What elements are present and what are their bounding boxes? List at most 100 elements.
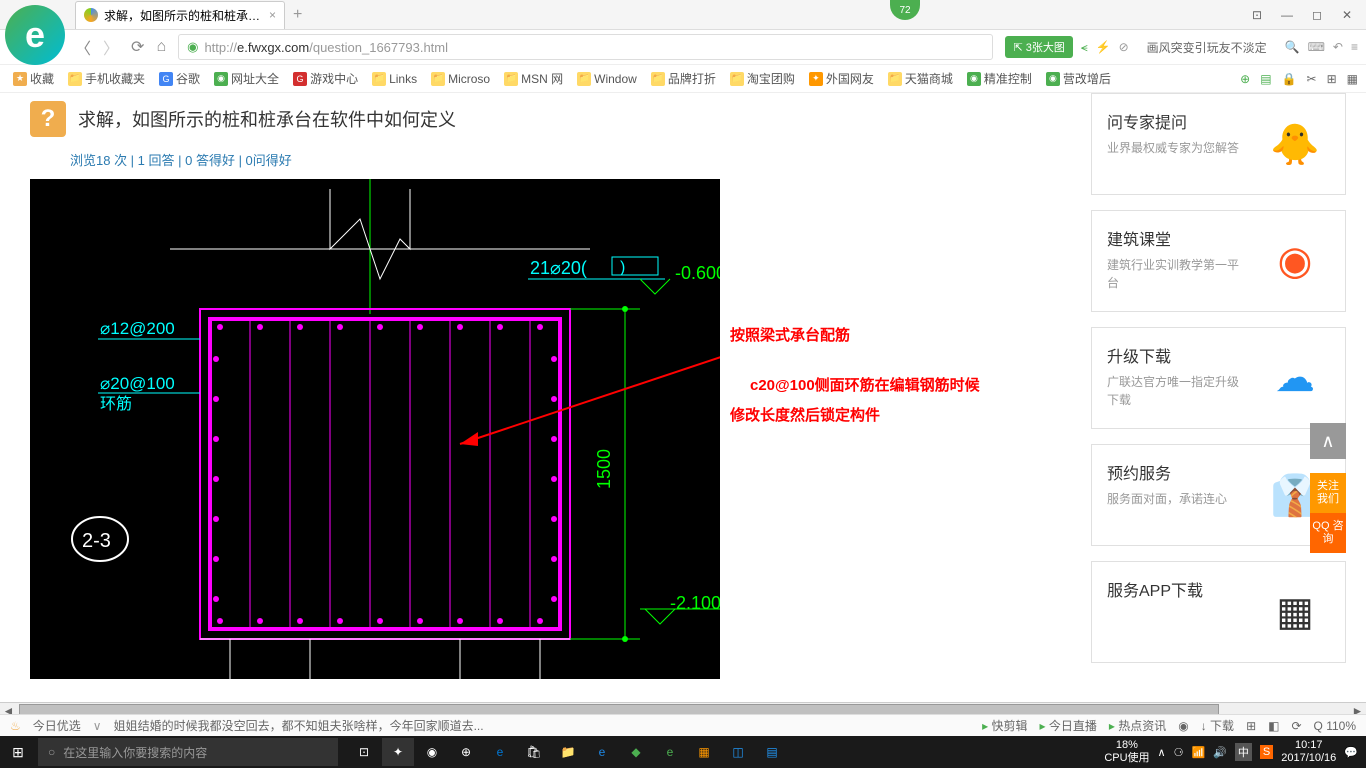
notification-icon[interactable]: 💬 — [1344, 746, 1358, 759]
wifi-icon[interactable]: 📶 — [1191, 746, 1205, 759]
browser-logo[interactable]: e — [5, 5, 65, 65]
forward-icon[interactable]: 〉 — [103, 35, 119, 59]
statusbar-item[interactable]: ⊞ — [1246, 719, 1256, 733]
bookmark-item[interactable]: ◉精准控制 — [962, 68, 1037, 89]
bookmark-item[interactable]: G游戏中心 — [288, 68, 363, 89]
float-button[interactable]: 关注 我们 — [1310, 473, 1346, 513]
globe-icon: ◉ — [187, 39, 198, 55]
navbar: 〈 〉 ⟳ ⌂ ◉ http://e.fwxgx.com/question_16… — [0, 30, 1366, 65]
svg-text:-0.600: -0.600 — [675, 263, 720, 283]
cad-drawing: 21⌀20( ) -0.600 ⌀12@200 ⌀20@100 环筋 — [30, 179, 720, 679]
app-icon[interactable]: ▦ — [688, 738, 720, 766]
statusbar-item[interactable]: ↓ 下载 — [1201, 717, 1234, 734]
bookmark-item[interactable]: ◉网址大全 — [209, 68, 284, 89]
app-icon[interactable]: e — [654, 738, 686, 766]
start-button[interactable]: ⊞ — [0, 744, 36, 761]
minimize-icon[interactable]: — — [1273, 4, 1301, 26]
app-icon[interactable]: ◉ — [416, 738, 448, 766]
volume-icon[interactable]: 🔊 — [1213, 746, 1227, 759]
window-menu-icon[interactable]: ⊡ — [1243, 4, 1271, 26]
app-icon[interactable]: ◆ — [620, 738, 652, 766]
task-view-icon[interactable]: ⊡ — [348, 738, 380, 766]
ext-icon[interactable]: ⊕ — [1240, 72, 1250, 86]
bookmark-item[interactable]: 📁天猫商城 — [883, 68, 958, 89]
status-left2[interactable]: 姐姐结婚的时候我都没空回去，都不知姐夫张啥样，今年回家顺道去... — [114, 717, 484, 734]
share-icon[interactable]: ⪪ — [1081, 40, 1088, 55]
bookmark-item[interactable]: 📁MSN 网 — [499, 68, 568, 89]
store-icon[interactable]: 🛍 — [518, 738, 550, 766]
scroll-top-button[interactable]: ∧ — [1310, 423, 1346, 459]
search-icon[interactable]: 🔍 — [1285, 40, 1300, 54]
ime-s-icon[interactable]: S — [1260, 745, 1273, 759]
flash-icon[interactable]: ⚡ — [1096, 40, 1111, 54]
ext-icon[interactable]: ✂ — [1307, 72, 1317, 86]
bookmark-item[interactable]: 📁Window — [572, 70, 642, 88]
status-left1[interactable]: 今日优选 — [33, 717, 81, 734]
explorer-icon[interactable]: 📁 — [552, 738, 584, 766]
statusbar-item[interactable]: ▸ 今日直播 — [1039, 717, 1096, 734]
svg-text:-2.100: -2.100 — [670, 593, 720, 613]
new-tab-button[interactable]: + — [293, 6, 302, 24]
app-icon[interactable]: ▤ — [756, 738, 788, 766]
ie-icon[interactable]: e — [586, 738, 618, 766]
svg-text:): ) — [620, 259, 625, 276]
statusbar-item[interactable]: Q 110% — [1314, 719, 1356, 733]
sidebar-card[interactable]: 升级下载广联达官方唯一指定升级下载☁ — [1091, 327, 1346, 429]
svg-text:1500: 1500 — [594, 449, 614, 489]
home-icon[interactable]: ⌂ — [156, 38, 166, 56]
app-icon[interactable]: ◫ — [722, 738, 754, 766]
bookmark-item[interactable]: 📁Microso — [426, 70, 495, 88]
edge-icon[interactable]: e — [484, 738, 516, 766]
image-count-button[interactable]: ⇱ 3张大图 — [1005, 36, 1072, 58]
menu-icon[interactable]: ≡ — [1351, 40, 1358, 54]
cad-svg: 21⌀20( ) -0.600 ⌀12@200 ⌀20@100 环筋 — [30, 179, 720, 679]
tray-up-icon[interactable]: ∧ — [1158, 746, 1166, 759]
statusbar-item[interactable]: ▸ 热点资讯 — [1109, 717, 1166, 734]
bookmarks-bar: ★收藏📁手机收藏夹G谷歌◉网址大全G游戏中心📁Links📁Microso📁MSN… — [0, 65, 1366, 93]
tab-close-icon[interactable]: × — [269, 8, 276, 22]
cpu-meter: 18%CPU使用 — [1104, 739, 1149, 765]
bookmark-item[interactable]: G谷歌 — [154, 68, 205, 89]
bookmark-item[interactable]: ★收藏 — [8, 68, 59, 89]
sidebar-card[interactable]: 服务APP下载▦ — [1091, 561, 1346, 663]
windows-taskbar: ⊞ ○在这里输入你要搜索的内容 ⊡ ✦ ◉ ⊕ e 🛍 📁 e ◆ e ▦ ◫ … — [0, 736, 1366, 768]
back-icon[interactable]: 〈 — [75, 35, 91, 59]
svg-text:21⌀20(: 21⌀20( — [530, 258, 587, 278]
question-title: 求解，如图所示的桩和桩承台在软件中如何定义 — [78, 106, 1097, 132]
ext-icon[interactable]: 🔒 — [1282, 72, 1297, 86]
keyboard-icon[interactable]: ⌨ — [1308, 40, 1325, 54]
statusbar-item[interactable]: ◉ — [1178, 719, 1188, 733]
svg-text:⌀12@200: ⌀12@200 — [100, 319, 175, 338]
block-icon[interactable]: ⊘ — [1119, 40, 1129, 54]
bookmark-item[interactable]: 📁Links — [367, 70, 422, 88]
bookmark-item[interactable]: ✦外国网友 — [804, 68, 879, 89]
sidebar-card[interactable]: 预约服务服务面对面，承诺连心👔 — [1091, 444, 1346, 546]
browser-tab[interactable]: 求解，如图所示的桩和桩承台在软 × — [75, 1, 285, 29]
bookmark-item[interactable]: 📁淘宝团购 — [725, 68, 800, 89]
ext-icon[interactable]: ▤ — [1260, 72, 1271, 86]
maximize-icon[interactable]: ◻ — [1303, 4, 1331, 26]
statusbar-item[interactable]: ◧ — [1268, 719, 1279, 733]
app-icon[interactable]: ✦ — [382, 738, 414, 766]
url-input[interactable]: ◉ http://e.fwxgx.com/question_1667793.ht… — [178, 34, 993, 60]
network-icon[interactable]: ⚆ — [1174, 746, 1184, 759]
ext-icon[interactable]: ⊞ — [1327, 72, 1337, 86]
clock[interactable]: 10:172017/10/16 — [1281, 739, 1336, 765]
statusbar-item[interactable]: ▸ 快剪辑 — [982, 717, 1027, 734]
statusbar-item[interactable]: ⟳ — [1291, 719, 1301, 733]
taskbar-search[interactable]: ○在这里输入你要搜索的内容 — [38, 738, 338, 766]
ime-icon[interactable]: 中 — [1235, 743, 1252, 761]
bookmark-item[interactable]: 📁品牌打折 — [646, 68, 721, 89]
bookmark-item[interactable]: 📁手机收藏夹 — [63, 68, 150, 89]
ext-icon[interactable]: ▦ — [1347, 72, 1358, 86]
app-icon[interactable]: ⊕ — [450, 738, 482, 766]
close-icon[interactable]: ✕ — [1333, 4, 1361, 26]
undo-icon[interactable]: ↶ — [1333, 40, 1343, 54]
annotation-2: c20@100侧面环筋在编辑钢筋时候 — [750, 374, 980, 395]
float-button[interactable]: QQ 咨询 — [1310, 513, 1346, 553]
reload-icon[interactable]: ⟳ — [131, 37, 144, 57]
trending-text[interactable]: 画风突变引玩友不淡定 — [1137, 39, 1277, 56]
sidebar-card[interactable]: 建筑课堂建筑行业实训教学第一平台◉ — [1091, 210, 1346, 312]
sidebar-card[interactable]: 问专家提问业界最权威专家为您解答🐥 — [1091, 93, 1346, 195]
bookmark-item[interactable]: ◉营改增后 — [1041, 68, 1116, 89]
